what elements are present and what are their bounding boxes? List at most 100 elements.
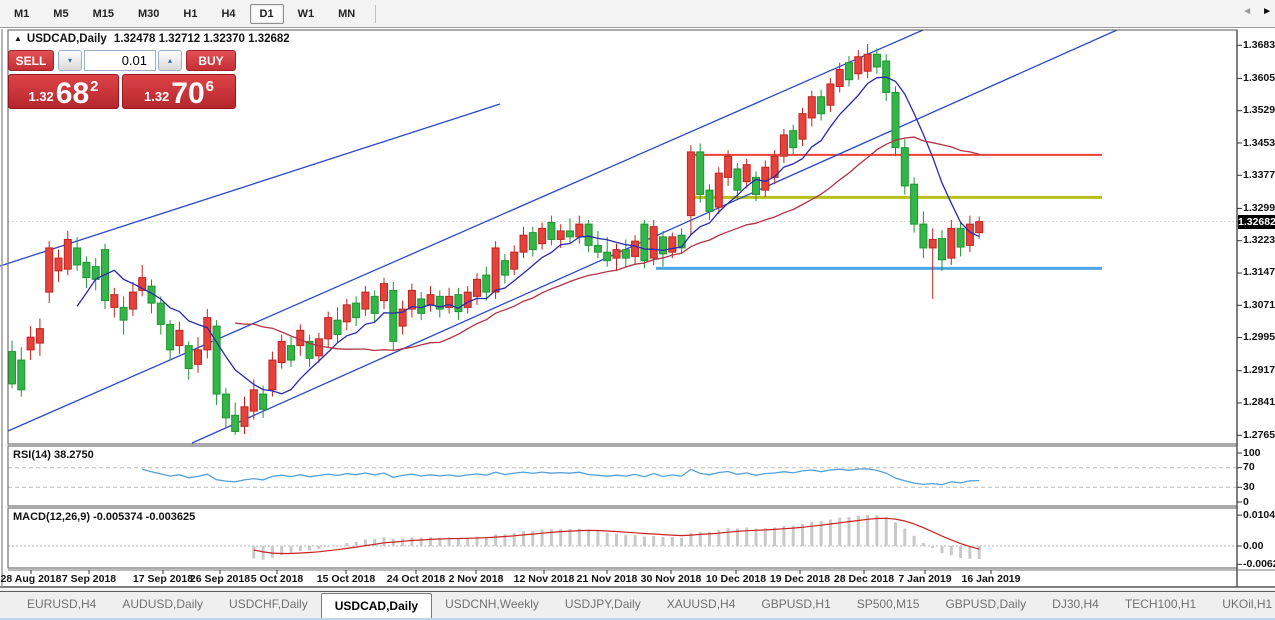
rsi-scale-label: 100 [1243, 446, 1261, 459]
candle [621, 249, 630, 259]
candle [975, 221, 984, 234]
buy-price-prefix: 1.32 [143, 89, 170, 104]
candle [45, 247, 54, 293]
timeframe-button-m30[interactable]: M30 [137, 7, 160, 20]
candle [528, 232, 537, 251]
price-axis-label: 1.34530 [1243, 136, 1275, 149]
candle [686, 151, 695, 217]
macd-scale-label: -0.006218 [1243, 557, 1275, 570]
candle [175, 329, 184, 347]
candle [296, 329, 305, 347]
timeframe-button-mn[interactable]: MN [338, 7, 356, 20]
tab-gbpusd-daily[interactable]: GBPUSD,Daily [945, 597, 1027, 611]
volume-decrease-button[interactable]: ▾ [58, 50, 82, 71]
trendline-0[interactable] [7, 29, 924, 432]
candle [807, 96, 816, 119]
candle [631, 240, 640, 257]
tab-scroll-left-icon[interactable]: ◄ [1242, 6, 1253, 17]
macd-indicator-label: MACD(12,26,9) -0.005374 -0.003625 [13, 511, 196, 523]
tab-eurusd-h4[interactable]: EURUSD,H4 [27, 597, 97, 611]
candle [203, 317, 212, 351]
date-axis-label: 26 Sep 2018 [189, 573, 251, 585]
tab-usdjpy-daily[interactable]: USDJPY,Daily [564, 597, 641, 611]
candle [342, 304, 351, 323]
candle [73, 247, 82, 266]
candle [314, 338, 323, 357]
one-click-trading-widget: SELL ▾ ▴ BUY 1.32 68 2 1.32 70 6 [8, 50, 236, 109]
trendline-2[interactable] [0, 103, 501, 267]
tab-xauusd-h4[interactable]: XAUUSD,H4 [666, 597, 736, 611]
candle [500, 260, 509, 276]
tab-usdchf-daily[interactable]: USDCHF,Daily [229, 597, 308, 611]
chart-symbol-title: ▲ USDCAD,Daily 1.32478 1.32712 1.32370 1… [14, 33, 290, 45]
volume-input[interactable] [84, 50, 156, 71]
candle [556, 230, 565, 240]
tab-usdcnh-weekly[interactable]: USDCNH,Weekly [445, 597, 539, 611]
candle [361, 291, 370, 310]
tab-tech100-h1[interactable]: TECH100,H1 [1124, 597, 1197, 611]
date-axis-label: 21 Nov 2018 [576, 573, 638, 585]
tab-usdcad-daily[interactable]: USDCAD,Daily [320, 593, 433, 620]
candle [891, 91, 900, 149]
buy-price-button[interactable]: 1.32 70 6 [122, 74, 236, 109]
tab-ukoil-h1[interactable]: UKOil,H1 [1222, 597, 1273, 611]
candle [156, 302, 165, 325]
tab-scroll-right-icon[interactable]: ► [1262, 6, 1272, 17]
tab-audusd-daily[interactable]: AUDUSD,Daily [122, 597, 204, 611]
candle [872, 53, 881, 68]
candle [259, 393, 268, 410]
candle [184, 345, 193, 370]
date-axis-label: 17 Sep 2018 [132, 573, 194, 585]
candle [119, 306, 128, 321]
price-axis-label: 1.29170 [1243, 364, 1275, 377]
candle [463, 291, 472, 308]
candle [407, 289, 416, 310]
date-axis-label: 10 Dec 2018 [705, 573, 767, 585]
price-axis-label: 1.33770 [1243, 168, 1275, 181]
candle [63, 238, 72, 270]
sell-price-button[interactable]: 1.32 68 2 [8, 74, 119, 109]
timeframe-button-w1[interactable]: W1 [297, 7, 315, 20]
candle [510, 251, 519, 270]
sell-price-sup: 2 [90, 78, 99, 95]
candle [789, 130, 798, 149]
date-axis-label: 19 Dec 2018 [769, 573, 831, 585]
candle [249, 389, 258, 412]
buy-price-big: 70 [171, 77, 205, 111]
timeframe-button-m1[interactable]: M1 [14, 7, 30, 20]
date-axis-label: 28 Dec 2018 [833, 573, 895, 585]
timeframe-button-h4[interactable]: H4 [221, 7, 236, 20]
candle [742, 164, 751, 183]
price-axis-label: 1.32230 [1243, 234, 1275, 247]
candle [584, 223, 593, 246]
date-axis-label: 7 Sep 2018 [61, 573, 117, 585]
price-axis-label: 1.36830 [1243, 38, 1275, 51]
candle [370, 295, 379, 314]
volume-increase-button[interactable]: ▴ [158, 50, 182, 71]
price-axis-label: 1.36050 [1243, 71, 1275, 84]
candle [82, 261, 91, 279]
tab-sp500-m15[interactable]: SP500,M15 [856, 597, 920, 611]
tab-gbpusd-h1[interactable]: GBPUSD,H1 [761, 597, 831, 611]
sell-button[interactable]: SELL [8, 50, 54, 71]
tab-dj30-h4[interactable]: DJ30,H4 [1052, 597, 1099, 611]
candle [724, 155, 733, 178]
candle [798, 113, 807, 140]
candle [454, 294, 463, 313]
candle [659, 236, 667, 255]
timeframe-button-m5[interactable]: M5 [53, 7, 69, 20]
candle [389, 289, 398, 342]
timeframe-button-m15[interactable]: M15 [92, 7, 114, 20]
date-axis-label: 7 Jan 2019 [898, 573, 952, 585]
price-axis-label: 1.32990 [1243, 201, 1275, 214]
timeframe-button-h1[interactable]: H1 [183, 7, 198, 20]
buy-button[interactable]: BUY [186, 50, 236, 71]
date-axis-label: 28 Aug 2018 [0, 573, 62, 585]
candle [752, 176, 760, 195]
rsi-scale-label: 70 [1243, 461, 1255, 474]
timeframe-button-d1[interactable]: D1 [249, 3, 284, 24]
candle [575, 223, 584, 238]
rsi-scale-label: 0 [1243, 495, 1249, 508]
